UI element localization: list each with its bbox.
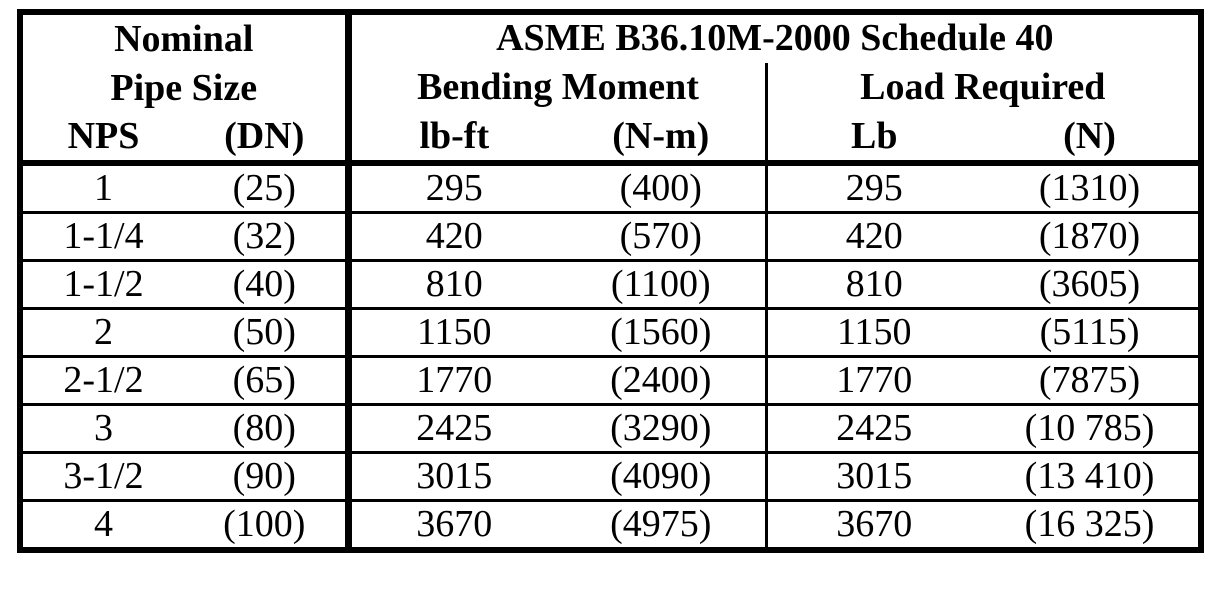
cell-bm-nm: (4090) xyxy=(557,450,768,501)
cell-dn: (90) xyxy=(184,450,352,501)
cell-dn: (25) xyxy=(184,161,352,213)
cell-nps: 2-1/2 xyxy=(20,354,184,405)
table-row: 1-1/2 (40) 810 (1100) 810 (3605) xyxy=(20,258,1202,309)
cell-load-n: (1310) xyxy=(981,161,1202,213)
cell-nps: 2 xyxy=(20,306,184,357)
cell-bm-lbft: 3670 xyxy=(348,498,558,550)
cell-load-lb: 810 xyxy=(766,258,982,309)
nominal-label: Nominal xyxy=(114,18,254,60)
cell-load-n: (13 410) xyxy=(981,450,1202,501)
cell-dn: (100) xyxy=(184,498,352,550)
cell-bm-nm: (4975) xyxy=(557,498,768,550)
cell-nps: 3-1/2 xyxy=(20,450,184,501)
cell-load-n: (1870) xyxy=(981,210,1202,261)
asme-title-header: ASME B36.10M-2000 Schedule 40 xyxy=(496,17,1054,60)
header-row-1: Nominal Pipe Size ASME B36.10M-2000 Sche… xyxy=(20,12,1201,113)
cell-dn: (40) xyxy=(184,258,352,309)
cell-bm-nm: (400) xyxy=(557,161,768,213)
unit-nm: (N-m) xyxy=(557,113,768,166)
cell-load-n: (10 785) xyxy=(981,402,1202,453)
cell-load-n: (3605) xyxy=(981,258,1202,309)
cell-load-lb: 2425 xyxy=(766,402,982,453)
cell-load-n: (16 325) xyxy=(981,498,1202,550)
cell-dn: (65) xyxy=(184,354,352,405)
cell-bm-lbft: 1150 xyxy=(348,306,558,357)
load-required-header: Load Required xyxy=(860,66,1106,109)
cell-load-lb: 3015 xyxy=(766,450,982,501)
cell-bm-lbft: 2425 xyxy=(348,402,558,453)
table-row: 4 (100) 3670 (4975) 3670 (16 325) xyxy=(20,498,1202,550)
cell-bm-lbft: 3015 xyxy=(348,450,558,501)
pipe-bending-load-table: Nominal Pipe Size ASME B36.10M-2000 Sche… xyxy=(17,9,1205,553)
cell-dn: (50) xyxy=(184,306,352,357)
unit-lb: Lb xyxy=(766,113,982,166)
cell-load-lb: 3670 xyxy=(766,498,982,550)
cell-nps: 1 xyxy=(20,161,184,213)
table-row: 1-1/4 (32) 420 (570) 420 (1870) xyxy=(20,210,1202,261)
units-row: NPS (DN) lb-ft (N-m) Lb (N) xyxy=(20,113,1202,166)
cell-nps: 1-1/2 xyxy=(20,258,184,309)
cell-load-lb: 1770 xyxy=(766,354,982,405)
unit-lbft: lb-ft xyxy=(348,113,558,166)
cell-bm-lbft: 295 xyxy=(348,161,558,213)
cell-nps: 3 xyxy=(20,402,184,453)
cell-bm-lbft: 810 xyxy=(348,258,558,309)
cell-load-n: (7875) xyxy=(981,354,1202,405)
cell-nps: 1-1/4 xyxy=(20,210,184,261)
cell-load-lb: 1150 xyxy=(766,306,982,357)
unit-dn: (DN) xyxy=(184,113,352,166)
cell-bm-lbft: 1770 xyxy=(348,354,558,405)
cell-bm-nm: (570) xyxy=(557,210,768,261)
unit-n: (N) xyxy=(981,113,1202,166)
table-row: 3 (80) 2425 (3290) 2425 (10 785) xyxy=(20,402,1202,453)
nominal-pipe-size-header: Nominal Pipe Size xyxy=(20,12,352,113)
table-row: 3-1/2 (90) 3015 (4090) 3015 (13 410) xyxy=(20,450,1202,501)
cell-bm-lbft: 420 xyxy=(348,210,558,261)
table-row: 2-1/2 (65) 1770 (2400) 1770 (7875) xyxy=(20,354,1202,405)
cell-nps: 4 xyxy=(20,498,184,550)
cell-load-n: (5115) xyxy=(981,306,1202,357)
pipe-size-label: Pipe Size xyxy=(110,67,258,109)
bending-moment-header: Bending Moment xyxy=(348,62,768,113)
table-row: 1 (25) 295 (400) 295 (1310) xyxy=(20,161,1202,213)
table-row: 2 (50) 1150 (1560) 1150 (5115) xyxy=(20,306,1202,357)
cell-bm-nm: (1560) xyxy=(557,306,768,357)
cell-load-lb: 420 xyxy=(766,210,982,261)
cell-bm-nm: (3290) xyxy=(557,402,768,453)
unit-nps: NPS xyxy=(20,113,184,166)
cell-load-lb: 295 xyxy=(766,161,982,213)
cell-dn: (32) xyxy=(184,210,352,261)
cell-dn: (80) xyxy=(184,402,352,453)
header-row-2: Bending Moment Load Required xyxy=(20,62,1201,113)
cell-bm-nm: (2400) xyxy=(557,354,768,405)
cell-bm-nm: (1100) xyxy=(557,258,768,309)
